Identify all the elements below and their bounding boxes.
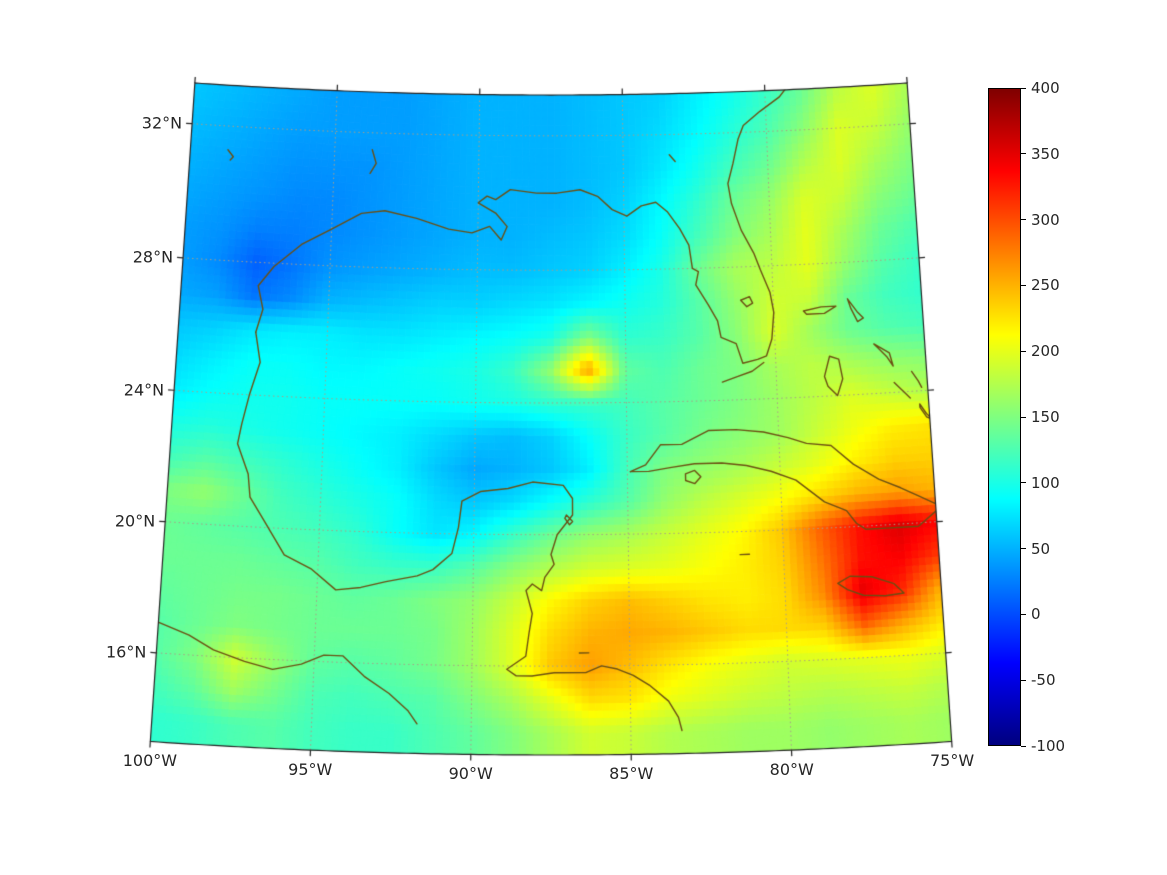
colorbar-tick-label: -100	[1031, 737, 1066, 755]
colorbar-tick-mark	[1021, 548, 1026, 550]
colorbar-tick-mark	[1021, 87, 1026, 89]
colorbar-tick-label: 0	[1031, 605, 1041, 624]
colorbar-tick-label: 350	[1031, 144, 1060, 163]
colorbar-tick-mark	[1021, 416, 1026, 418]
colorbar-tick-label: 250	[1031, 276, 1060, 295]
colorbar-tick-mark	[1021, 350, 1026, 352]
colorbar-tick-mark	[1021, 679, 1026, 681]
colorbar-tick-label: 200	[1031, 342, 1060, 361]
colorbar-tick-label: 300	[1031, 210, 1060, 229]
colorbar-tick-mark	[1021, 613, 1026, 615]
colorbar: 400 350 300 250 200 150 100 50 0 -50 -100	[988, 79, 1065, 755]
colorbar-tick-mark	[1021, 284, 1026, 286]
colorbar-tick-label: 50	[1031, 539, 1051, 558]
colorbar-tick-mark	[1021, 745, 1026, 747]
colorbar-tick-mark	[1021, 482, 1026, 484]
colorbar-tick-label: -50	[1031, 671, 1056, 690]
colorbar-tick-label: 100	[1031, 473, 1060, 492]
colorbar-tick-layer: 400 350 300 250 200 150 100 50 0 -50 -100	[988, 79, 1065, 755]
colorbar-gradient	[988, 88, 1021, 746]
colorbar-tick-mark	[1021, 219, 1026, 221]
colorbar-tick-label: 400	[1031, 79, 1060, 97]
colorbar-tick-mark	[1021, 153, 1026, 155]
colorbar-tick-label: 150	[1031, 408, 1060, 426]
